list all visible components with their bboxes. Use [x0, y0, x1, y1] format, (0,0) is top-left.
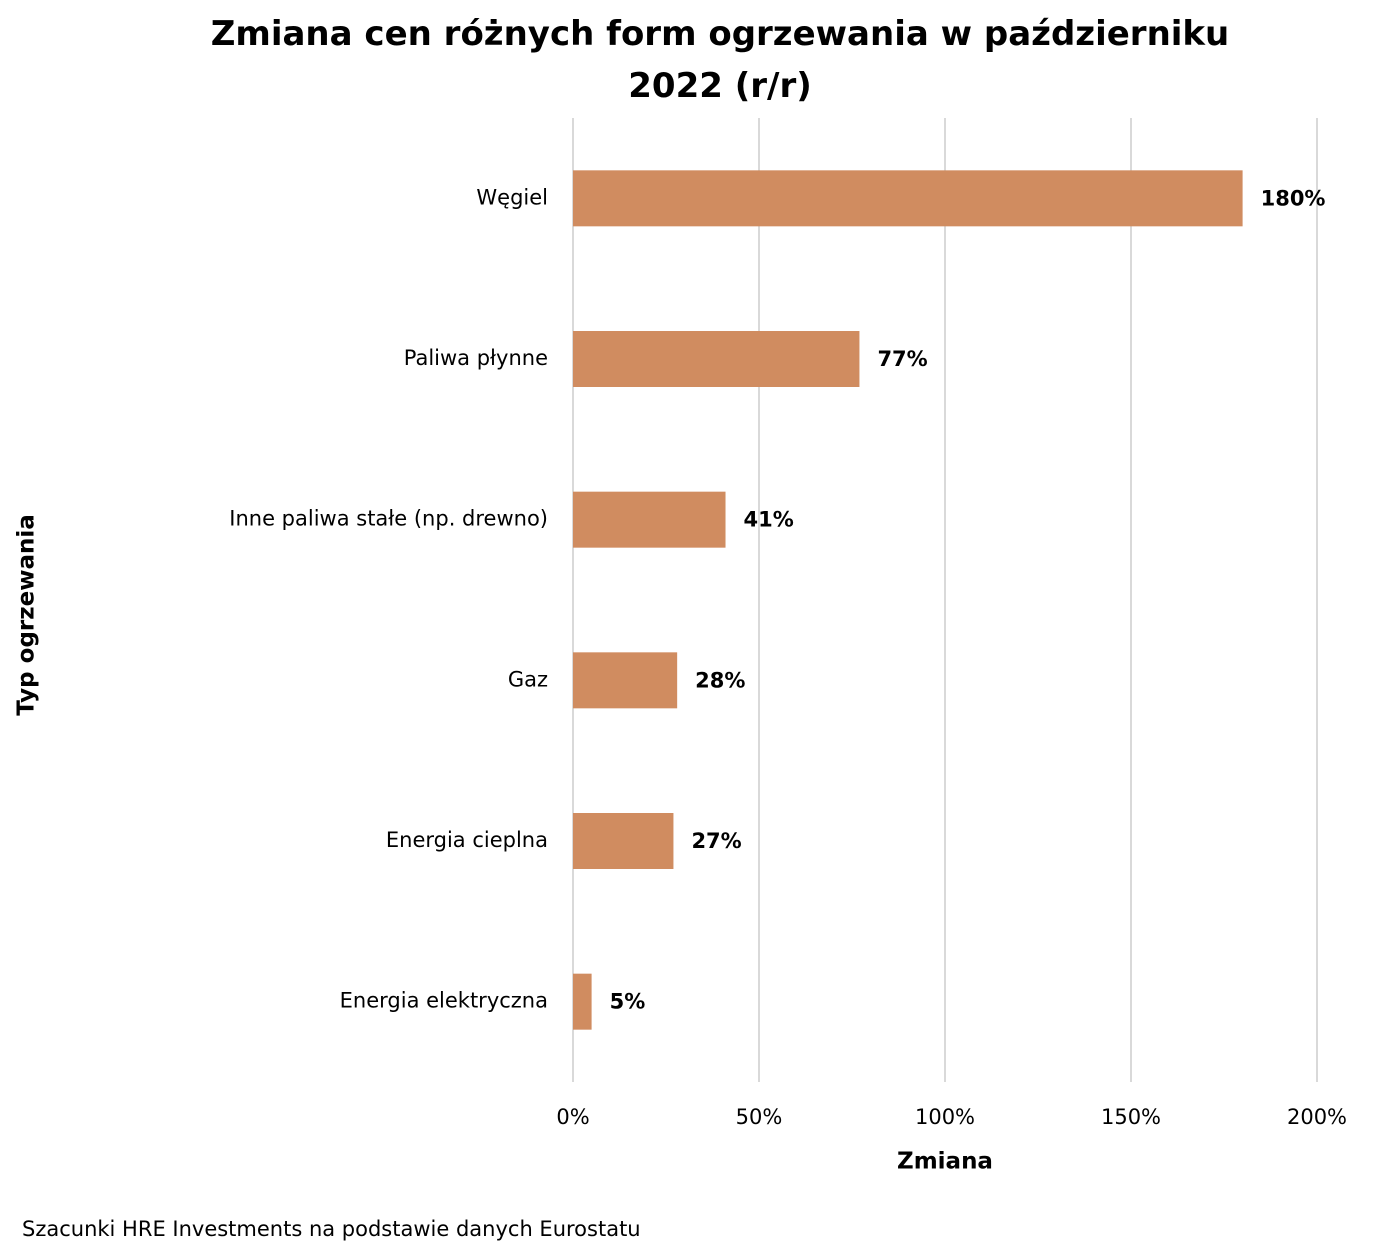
x-tick-label: 150%	[1101, 1105, 1161, 1129]
bar	[573, 170, 1243, 227]
y-tick-label: Energia cieplna	[386, 828, 548, 852]
data-label: 180%	[1261, 186, 1326, 210]
x-tick-label: 100%	[915, 1105, 975, 1129]
bar	[573, 331, 860, 387]
bar	[573, 973, 592, 1030]
y-tick-label: Węgiel	[476, 185, 548, 209]
bar	[573, 652, 678, 709]
bar	[573, 813, 674, 869]
x-tick-label: 50%	[736, 1105, 783, 1129]
y-tick-label: Gaz	[508, 667, 548, 691]
x-axis-label: Zmiana	[897, 1149, 993, 1175]
source-note: Szacunki HRE Investments na podstawie da…	[22, 1217, 641, 1241]
y-tick-label: Energia elektryczna	[340, 989, 548, 1013]
y-tick-label: Inne paliwa stałe (np. drewno)	[229, 507, 548, 531]
y-tick-label: Paliwa płynne	[404, 346, 548, 370]
data-label: 41%	[744, 508, 794, 532]
data-label: 28%	[695, 668, 745, 692]
x-tick-label: 0%	[556, 1105, 589, 1129]
bar	[573, 491, 726, 548]
data-label: 77%	[877, 347, 927, 371]
data-label: 27%	[691, 829, 741, 853]
data-label: 5%	[610, 990, 646, 1014]
x-tick-label: 200%	[1287, 1105, 1347, 1129]
y-axis-label: Typ ogrzewania	[14, 514, 40, 716]
chart-title: Zmiana cen różnych form ogrzewania w paź…	[210, 14, 1230, 106]
